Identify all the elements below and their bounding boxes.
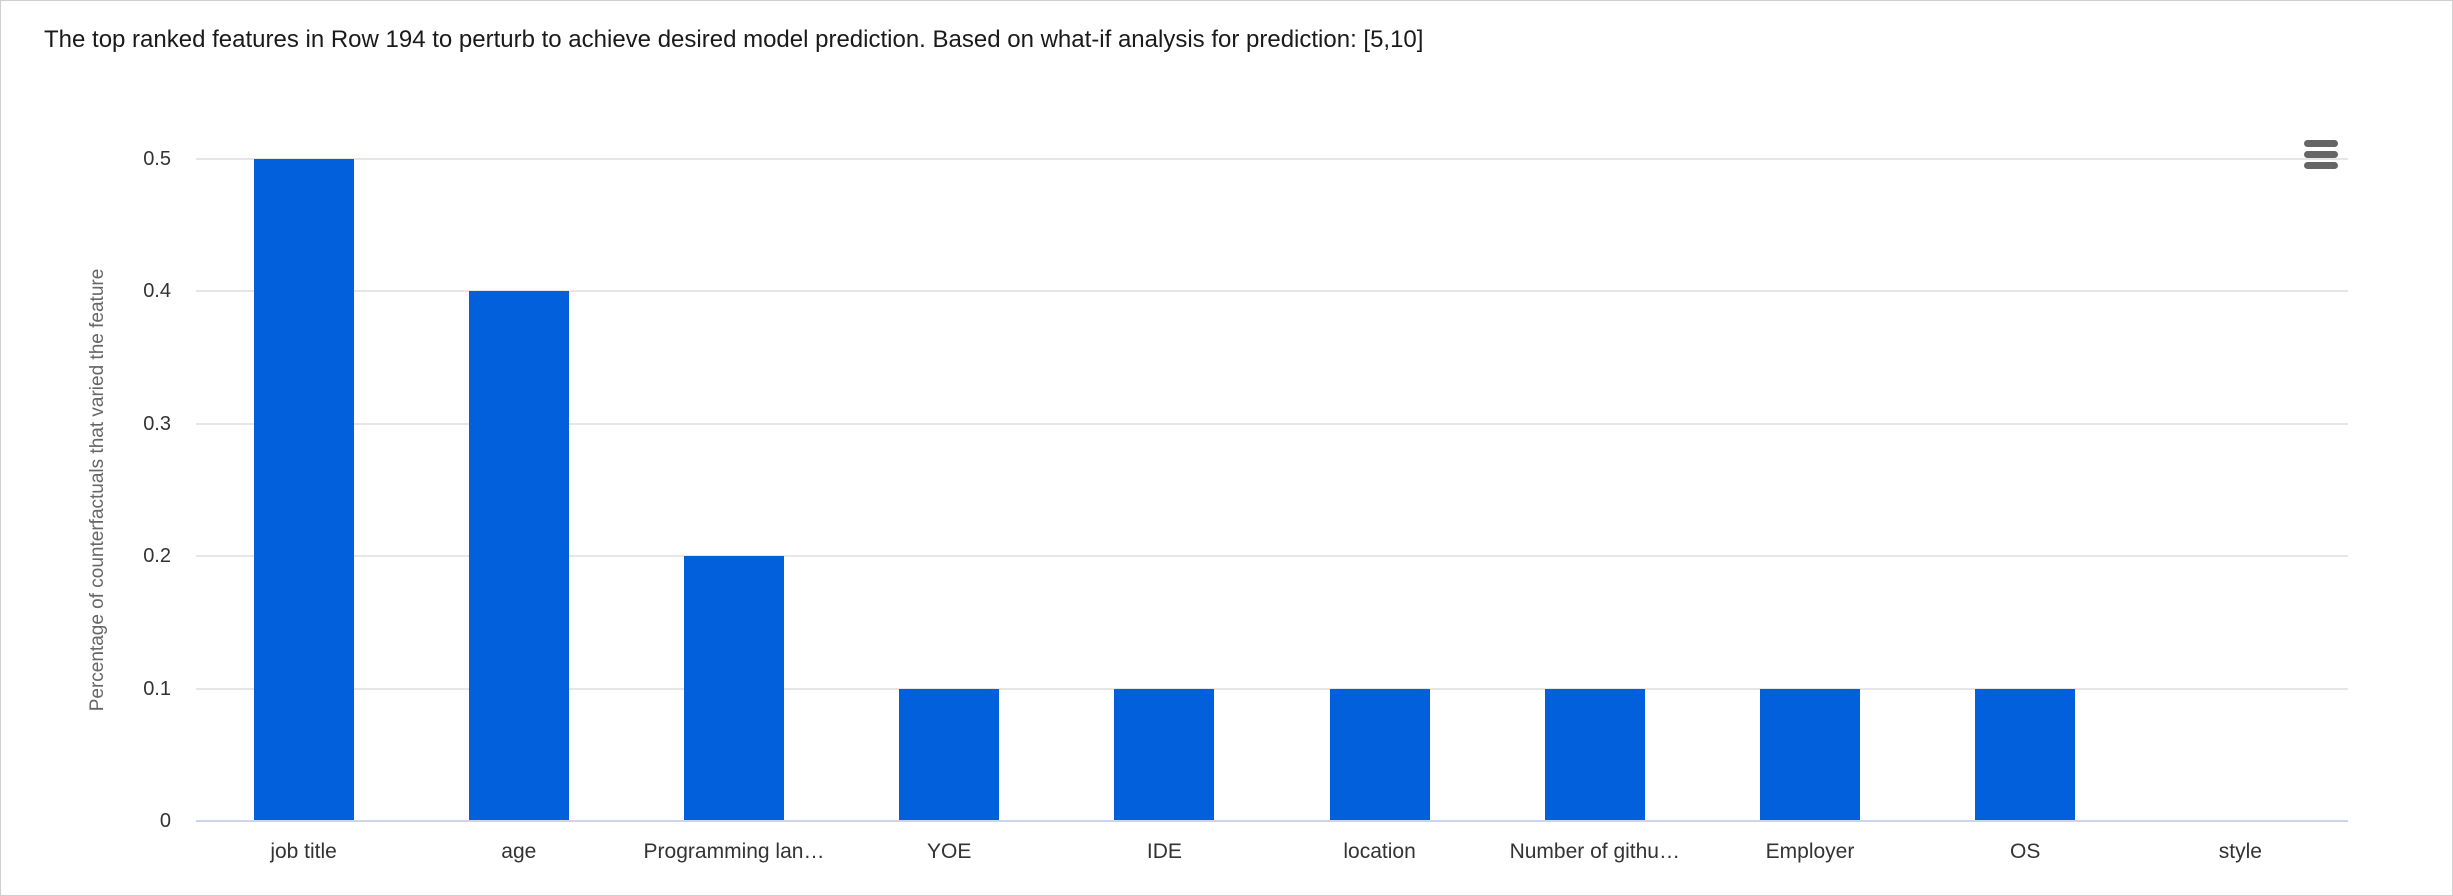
x-tick-label: job title (270, 840, 337, 863)
bar-age[interactable] (468, 291, 569, 820)
y-tick-label: 0.2 (143, 545, 171, 568)
gridline (196, 687, 2348, 690)
x-tick-label: style (2218, 840, 2262, 863)
hamburger-icon-bar (2304, 161, 2338, 169)
x-tick-label: Number of githu… (1509, 840, 1680, 863)
bar-programming-lan-[interactable] (684, 556, 784, 820)
x-tick-label: OS (2010, 840, 2041, 863)
gridline (196, 422, 2348, 425)
bar-os[interactable] (1975, 688, 2076, 820)
y-tick-label: 0.5 (143, 148, 171, 170)
bar-job-title[interactable] (253, 159, 354, 820)
hamburger-icon-bar (2304, 150, 2338, 158)
gridline (196, 555, 2348, 558)
bar-employer[interactable] (1760, 688, 1860, 820)
y-tick-label: 0.3 (143, 412, 171, 435)
y-tick-label: 0.4 (143, 280, 171, 303)
bar-number-of-githu-[interactable] (1544, 688, 1645, 820)
gridline (196, 158, 2348, 160)
x-tick-label: IDE (1146, 840, 1182, 863)
hamburger-icon (2304, 139, 2338, 147)
x-tick-label: Programming lan… (643, 840, 825, 863)
x-axis-line (196, 820, 2348, 822)
x-tick-label: age (501, 840, 537, 863)
bar-location[interactable] (1329, 688, 1430, 820)
x-tick-label: location (1343, 840, 1416, 863)
chart-menu-button[interactable] (2298, 133, 2344, 175)
x-tick-label: Employer (1765, 840, 1855, 863)
bar-yoe[interactable] (899, 688, 1000, 820)
y-axis-title: Percentage of counterfactuals that varie… (87, 268, 108, 712)
bar-ide[interactable] (1114, 688, 1215, 820)
y-tick-label: 0.1 (143, 677, 171, 700)
y-tick-label: 0 (159, 810, 171, 832)
chart-title: The top ranked features in Row 194 to pe… (44, 26, 1424, 53)
gridline (196, 290, 2348, 293)
x-tick-label: YOE (927, 840, 972, 863)
